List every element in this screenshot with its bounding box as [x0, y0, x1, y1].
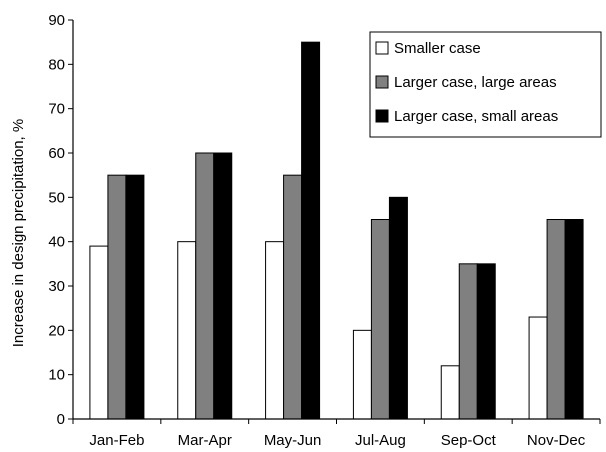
legend-entry-3: Larger case, small areas: [375, 108, 558, 125]
x-tick-label: Jan-Feb: [89, 432, 144, 449]
x-tick-label: Mar-Apr: [178, 432, 232, 449]
legend-entry-2: Larger case, large areas: [375, 74, 557, 91]
legend-label: Larger case, small areas: [394, 108, 558, 125]
y-tick-label: 80: [48, 56, 65, 73]
bar-group-jul-aug: [352, 196, 408, 420]
bar-jan-feb-series-3: [125, 174, 145, 420]
bar-jul-aug-series-2: [370, 219, 390, 420]
bar-sep-oct-series-1: [440, 365, 460, 420]
legend-entry-1: Smaller case: [375, 40, 481, 57]
bar-group-mar-apr: [177, 152, 233, 420]
y-tick-label: 0: [57, 411, 65, 428]
bar-jan-feb-series-2: [107, 174, 127, 420]
y-axis-title: Increase in design precipitation, %: [10, 119, 27, 347]
x-tick-label: Sep-Oct: [441, 432, 497, 449]
bar-groups: [89, 41, 584, 420]
bar-group-jan-feb: [89, 174, 145, 420]
bar-group-nov-dec: [528, 219, 584, 420]
bar-nov-dec-series-2: [546, 219, 566, 420]
y-tick-label: 40: [48, 234, 65, 251]
bar-sep-oct-series-2: [458, 263, 478, 420]
x-axis-ticks: Jan-Feb Mar-Apr May-Jun Jul-Aug Sep-Oct Nov-D…: [72, 419, 601, 449]
legend-swatch: [375, 75, 389, 89]
bar-may-jun-series-1: [265, 241, 285, 420]
legend-box: [369, 31, 602, 138]
y-tick-label: 70: [48, 101, 65, 118]
bar-group-may-jun: [265, 41, 321, 420]
bar-jul-aug-series-3: [388, 196, 408, 420]
legend-label: Smaller case: [394, 40, 481, 57]
y-tick-label: 30: [48, 278, 65, 295]
bar-may-jun-series-3: [301, 41, 321, 420]
bar-mar-apr-series-1: [177, 241, 197, 420]
y-tick-label: 90: [48, 12, 65, 29]
bar-nov-dec-series-3: [564, 219, 584, 420]
bar-jul-aug-series-1: [352, 329, 372, 420]
x-tick-label: Nov-Dec: [527, 432, 586, 449]
y-tick-label: 50: [48, 189, 65, 206]
legend-label: Larger case, large areas: [394, 74, 557, 91]
y-tick-label: 60: [48, 145, 65, 162]
legend: Smaller case Larger case, large areas Larg…: [369, 31, 602, 138]
bar-may-jun-series-2: [283, 174, 303, 420]
legend-swatch: [375, 41, 389, 55]
bar-sep-oct-series-3: [476, 263, 496, 420]
bar-nov-dec-series-1: [528, 316, 548, 420]
y-axis-ticks: 0 10 20 30 40 50 60 70 80 90: [48, 12, 73, 428]
x-tick-label: Jul-Aug: [355, 432, 406, 449]
x-tick-label: May-Jun: [264, 432, 322, 449]
bar-mar-apr-series-3: [213, 152, 233, 420]
legend-swatch: [375, 109, 389, 123]
y-tick-label: 20: [48, 322, 65, 339]
bar-mar-apr-series-2: [195, 152, 215, 420]
bar-jan-feb-series-1: [89, 245, 109, 420]
bar-group-sep-oct: [440, 263, 496, 420]
y-tick-label: 10: [48, 367, 65, 384]
